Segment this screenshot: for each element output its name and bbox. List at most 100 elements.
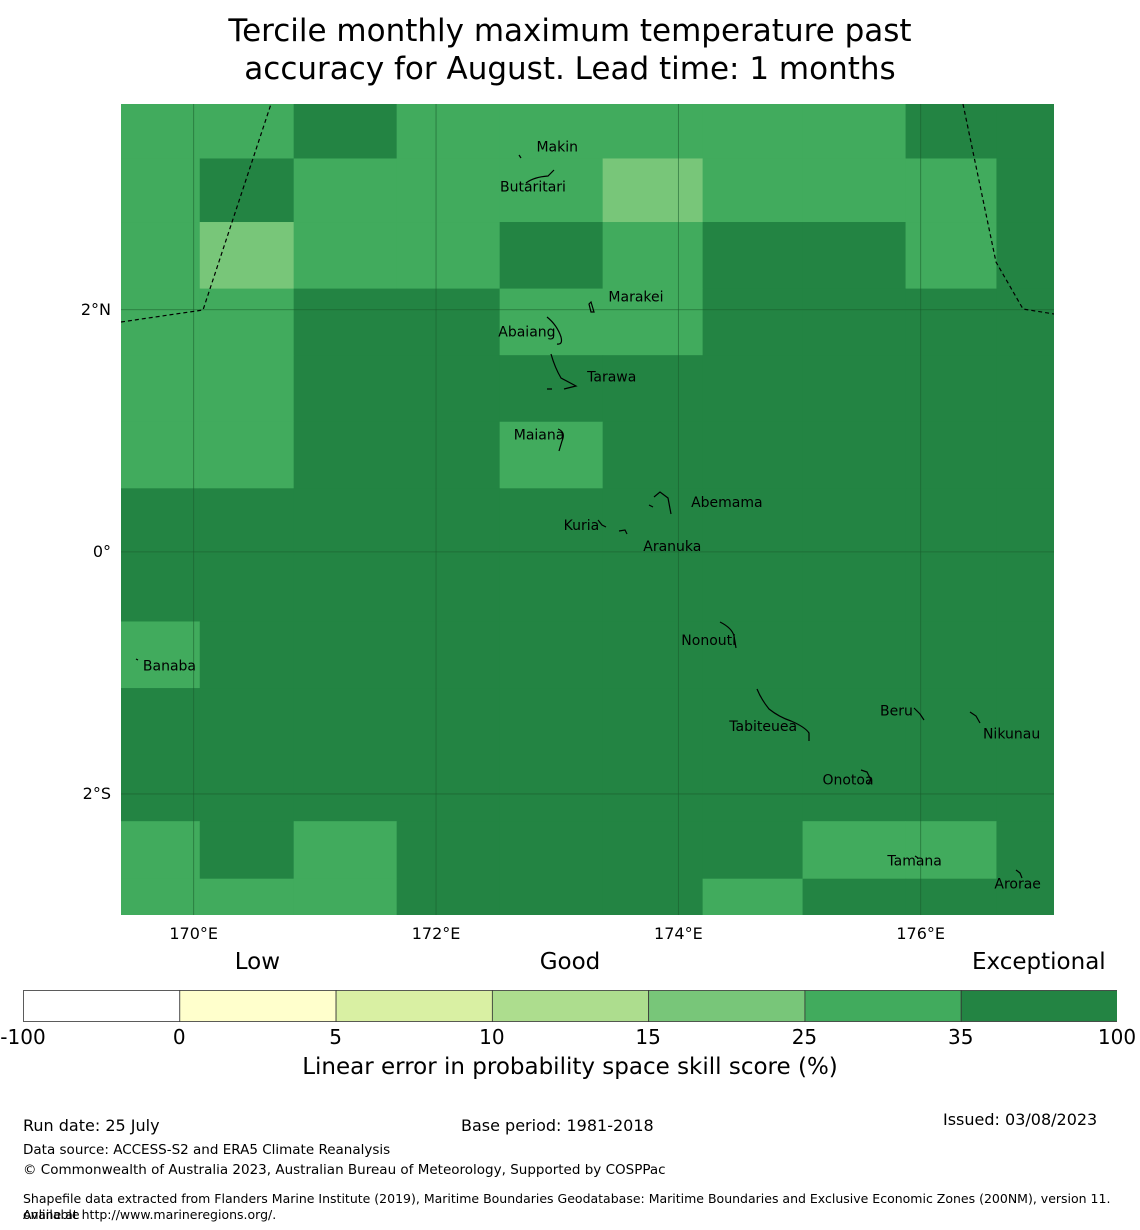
heatmap-cell (121, 878, 201, 915)
heatmap-cell (996, 754, 1054, 822)
place-label-butaritari: Butaritari (500, 179, 566, 195)
heatmap-cell (602, 688, 704, 756)
heatmap-cell (905, 688, 997, 756)
colorbar-segment (804, 990, 962, 1022)
heatmap-cell (199, 821, 295, 880)
heatmap-cell (121, 158, 201, 223)
heatmap-cell (396, 222, 501, 290)
heatmap-cell (499, 104, 604, 159)
place-labels: Makin Butaritari Marakei Abaiang Tarawa Maian… (143, 139, 1041, 892)
heatmap-cell (293, 878, 398, 915)
heatmap-cell (702, 878, 804, 915)
copyright: © Commonwealth of Australia 2023, Austra… (23, 1162, 666, 1178)
heatmap-cell (199, 554, 295, 622)
colorbar-tick-label: -100 (0, 1025, 46, 1049)
island-outline-butaritari (525, 169, 555, 184)
colorbar-segment (491, 990, 650, 1022)
heatmap-cell (702, 488, 804, 556)
colorbar-tick-label: 25 (791, 1025, 818, 1049)
heatmap-cell (199, 104, 295, 159)
colorbar-segment (179, 990, 337, 1022)
island-outline-tabiteuea (756, 688, 810, 741)
place-label-nikunau: Nikunau (983, 726, 1040, 742)
heatmap-cell (396, 878, 501, 915)
heatmap-cell (293, 104, 398, 159)
title-line-2: accuracy for August. Lead time: 1 months (244, 51, 896, 87)
heatmap-cell (121, 821, 201, 880)
chart-title: Tercile monthly maximum temperature past… (0, 12, 1140, 88)
heatmap-cell (905, 288, 997, 356)
heatmap-cell (702, 821, 804, 880)
heatmap-cell (996, 158, 1054, 223)
island-outline-arorae (1015, 869, 1023, 879)
heatmap-cell (396, 621, 501, 689)
heatmap-cell (396, 754, 501, 822)
heatmap-cell (905, 621, 997, 689)
heatmap-cell (702, 158, 804, 223)
heatmap-cell (293, 754, 398, 822)
heatmap-cell (499, 878, 604, 915)
heatmap-cell (499, 158, 604, 223)
base-period: Base period: 1981-2018 (461, 1116, 654, 1135)
island-outline-maiana (557, 428, 564, 452)
heatmap-cell (293, 421, 398, 489)
heatmap-cell (199, 488, 295, 556)
shapefile-credit-line-1: Shapefile data extracted from Flanders M… (23, 1191, 1111, 1222)
longitude-tick-label: 170°E (169, 924, 219, 943)
heatmap-cell (802, 878, 907, 915)
colorbar-tick-label: 100 (1097, 1025, 1137, 1049)
heatmap-cell (602, 488, 704, 556)
heatmap-cell (121, 421, 201, 489)
eez-boundary-line-east (962, 104, 1054, 315)
place-label-tamana: Tamana (886, 854, 941, 870)
run-date: Run date: 25 July (23, 1116, 160, 1135)
heatmap-cell (802, 488, 907, 556)
heatmap-cell (905, 158, 997, 223)
heatmap-cell (802, 821, 907, 880)
title-line-1: Tercile monthly maximum temperature past (228, 13, 912, 49)
heatmap-cell (905, 421, 997, 489)
heatmap-cell (702, 621, 804, 689)
place-label-nonouti: Nonouti (681, 633, 736, 649)
place-label-beru: Beru (880, 703, 913, 719)
heatmap-cell (702, 288, 804, 356)
heatmap-cell (602, 554, 704, 622)
heatmap-cell (602, 754, 704, 822)
heatmap-cell (996, 222, 1054, 290)
heatmap-cell (121, 621, 201, 689)
heatmap-cell (996, 421, 1054, 489)
heatmap-cell (396, 104, 501, 159)
heatmap-cell (996, 488, 1054, 556)
colorbar-category-exceptional: Exceptional (972, 949, 1106, 975)
colorbar-tick-label: 35 (947, 1025, 974, 1049)
heatmap-cell (802, 104, 907, 159)
heatmap-cell (996, 288, 1054, 356)
island-outline-onotoa (860, 769, 872, 785)
heatmap-cell (199, 754, 295, 822)
heatmap-cell (802, 754, 907, 822)
heatmap-cell (199, 158, 295, 223)
heatmap-cell (602, 222, 704, 290)
place-label-abemama: Abemama (691, 495, 763, 511)
island-outline-abemama (648, 491, 672, 515)
heatmap-cell (293, 222, 398, 290)
heatmap-cell (602, 158, 704, 223)
colorbar-segment (335, 990, 493, 1022)
island-outline-nonouti (719, 621, 737, 649)
heatmap-cell (396, 821, 501, 880)
heatmap-cell (293, 158, 398, 223)
heatmap-cell (121, 104, 201, 159)
colorbar-tick-label: 5 (329, 1025, 342, 1049)
heatmap-cell (199, 288, 295, 356)
heatmap-cell (602, 878, 704, 915)
heatmap-cell (702, 754, 804, 822)
heatmap-cell (802, 621, 907, 689)
heatmap-cell (802, 222, 907, 290)
heatmap-cell (602, 621, 704, 689)
heatmap-cell (396, 158, 501, 223)
heatmap-cell (702, 688, 804, 756)
colorbar-category-low: Low (234, 949, 281, 975)
heatmap-cell (602, 104, 704, 159)
heatmap-cell (499, 621, 604, 689)
heatmap-cell (602, 421, 704, 489)
